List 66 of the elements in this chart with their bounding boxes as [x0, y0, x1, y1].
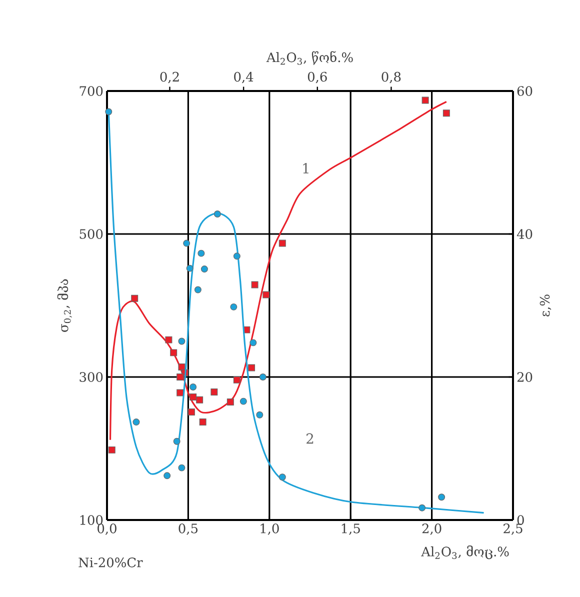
point	[418, 504, 426, 512]
point	[178, 364, 186, 370]
y-tick-label: 700	[80, 86, 103, 96]
point	[250, 339, 257, 346]
point	[178, 464, 186, 472]
point	[438, 494, 446, 501]
y2-tick-label: 20	[517, 372, 532, 382]
point	[165, 336, 172, 344]
x-tick-label: 0,5	[178, 524, 198, 535]
x2-tick-label: 0,6	[308, 72, 327, 84]
point	[190, 384, 197, 390]
point	[422, 96, 429, 104]
y2-axis-title: ε,%	[540, 294, 552, 316]
point	[200, 266, 208, 273]
y-tick-label: 500	[80, 229, 103, 239]
x2-tick-label: 0,4	[234, 72, 254, 84]
point	[183, 240, 190, 247]
x2-axis-title: Al$_{2}$O$_{3}$, წონ.%	[266, 51, 353, 65]
point	[262, 291, 270, 298]
point	[190, 394, 197, 401]
point	[176, 389, 184, 396]
point	[105, 108, 112, 116]
x2-tick-label: 0,8	[382, 72, 401, 84]
point	[132, 418, 140, 426]
point	[199, 418, 206, 426]
point	[240, 398, 247, 405]
point	[233, 376, 240, 384]
point	[194, 286, 202, 294]
y2-tick-label: 60	[517, 86, 532, 96]
point	[164, 472, 171, 480]
y-tick-label: 300	[80, 372, 103, 382]
point	[186, 264, 194, 272]
point	[233, 252, 240, 260]
annotation: 2	[306, 433, 314, 444]
point	[251, 281, 258, 288]
point	[188, 408, 195, 416]
point	[256, 411, 264, 418]
text: Ni-20%Cr	[78, 558, 143, 568]
point	[210, 388, 218, 396]
point	[170, 349, 178, 356]
x2-tick-label: 0,2	[160, 72, 179, 84]
x-axis-title: Al$_{2}$O$_{3}$, მოც.%	[421, 546, 509, 560]
point	[226, 398, 234, 406]
point	[198, 250, 205, 257]
point	[214, 210, 221, 218]
x-tick-label: 2,5	[504, 524, 522, 535]
point	[131, 294, 138, 302]
point	[248, 364, 256, 372]
annotation: 1	[303, 163, 308, 174]
x-tick-label: 0,0	[98, 524, 116, 535]
point	[278, 474, 286, 481]
point	[278, 240, 286, 247]
point	[230, 303, 238, 310]
point	[196, 396, 204, 404]
x-tick-label: 1,0	[260, 524, 279, 535]
point	[259, 374, 266, 380]
point	[178, 338, 186, 345]
y-tick-label: 100	[80, 515, 103, 525]
point	[176, 374, 184, 380]
point	[173, 438, 180, 445]
point	[442, 110, 450, 117]
point	[108, 446, 116, 454]
x-tick-label: 2,0	[422, 524, 442, 535]
y2-tick-label: 40	[516, 229, 532, 239]
x-tick-label: 1,5	[342, 524, 360, 535]
y-axis-title: σ$_{0,2}$, მპა	[57, 279, 72, 332]
